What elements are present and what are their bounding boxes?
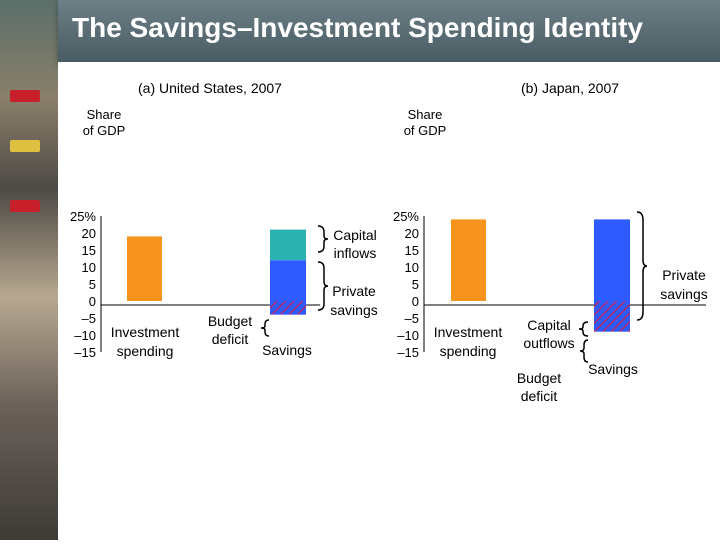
y-tick-label: 20 bbox=[82, 226, 96, 241]
y-tick-label: –5 bbox=[82, 311, 96, 326]
savings-investment-chart: (a) United States, 2007 Share of GDP 25%… bbox=[70, 80, 708, 404]
y-tick-label: 10 bbox=[82, 260, 96, 275]
panel-a-label-savings-1: savings bbox=[330, 302, 377, 318]
y-tick-label: 25% bbox=[393, 209, 419, 224]
y-tick-label: –5 bbox=[405, 311, 419, 326]
y-tick-label: 25% bbox=[70, 209, 96, 224]
bar-capital-inflows bbox=[270, 229, 306, 261]
y-tick-label: 0 bbox=[89, 294, 96, 309]
panel-b-label-private: Private bbox=[662, 267, 706, 283]
panel-a-label-savings: Savings bbox=[262, 342, 312, 358]
y-tick-label: 5 bbox=[89, 277, 96, 292]
panel-a-label-budget: Budget bbox=[208, 313, 252, 329]
panel-a-brace-budget-deficit bbox=[260, 319, 270, 337]
decorative-sign bbox=[10, 140, 40, 152]
panel-a-label-investment: Investment bbox=[111, 324, 180, 340]
panel-b-label-spending: spending bbox=[440, 343, 497, 359]
chart-area: (a) United States, 2007 Share of GDP 25%… bbox=[58, 62, 720, 540]
y-tick-label: 15 bbox=[82, 243, 96, 258]
background-photo-strip bbox=[0, 0, 58, 540]
y-tick-label: –10 bbox=[74, 328, 96, 343]
panel-b-label-outflows: outflows bbox=[523, 335, 574, 351]
bar-budget-deficit bbox=[270, 301, 306, 315]
y-tick-label: 10 bbox=[405, 260, 419, 275]
panel-b-ylabel-line1: Share bbox=[408, 107, 443, 122]
title-bar: The Savings–Investment Spending Identity bbox=[58, 0, 720, 62]
panel-b-y-ticks: 25% 20 15 10 5 0 –5 –10 –15 bbox=[393, 209, 419, 360]
bar-investment-spending bbox=[127, 236, 162, 301]
y-tick-label: 0 bbox=[412, 294, 419, 309]
panel-a-bars bbox=[127, 229, 306, 315]
panel-a-label-deficit: deficit bbox=[212, 331, 249, 347]
panel-a-label-spending: spending bbox=[117, 343, 174, 359]
panel-b-brace-budget-deficit bbox=[579, 339, 589, 363]
y-tick-label: 15 bbox=[405, 243, 419, 258]
panel-a-title: (a) United States, 2007 bbox=[138, 80, 282, 96]
bar-budget-deficit bbox=[594, 318, 630, 332]
panel-b-label-capital: Capital bbox=[527, 317, 571, 333]
panel-b-label-budget: Budget bbox=[517, 370, 561, 386]
y-tick-label: –15 bbox=[397, 345, 419, 360]
panel-b-label-deficit: deficit bbox=[521, 388, 558, 404]
panel-a-label-capital: Capital bbox=[333, 227, 377, 243]
bar-capital-outflows bbox=[594, 301, 630, 318]
panel-b-label-savings: Savings bbox=[588, 361, 638, 377]
panel-b-ylabel-line2: of GDP bbox=[404, 123, 447, 138]
y-tick-label: –10 bbox=[397, 328, 419, 343]
decorative-sign bbox=[10, 200, 40, 212]
panel-b-brace-private-savings bbox=[636, 211, 648, 321]
panel-b-brace-capital-outflows bbox=[578, 321, 589, 337]
decorative-sign bbox=[10, 90, 40, 102]
panel-a-label-inflows: inflows bbox=[334, 245, 377, 261]
bar-investment-spending bbox=[451, 219, 486, 301]
panel-b-label-investment: Investment bbox=[434, 324, 503, 340]
y-tick-label: 5 bbox=[412, 277, 419, 292]
panel-b-label-savings-1: savings bbox=[660, 286, 707, 302]
panel-b-title: (b) Japan, 2007 bbox=[521, 80, 619, 96]
panel-b-bars bbox=[451, 219, 630, 332]
panel-a-y-ticks: 25% 20 15 10 5 0 –5 –10 –15 bbox=[70, 209, 96, 360]
panel-a-label-private: Private bbox=[332, 283, 376, 299]
slide-title: The Savings–Investment Spending Identity bbox=[72, 12, 643, 43]
panel-a-ylabel-line1: Share bbox=[87, 107, 122, 122]
panel-a-brace-capital-inflows bbox=[317, 225, 329, 253]
panel-a-ylabel-line2: of GDP bbox=[83, 123, 126, 138]
panel-a-brace-private-savings bbox=[317, 261, 329, 311]
y-tick-label: 20 bbox=[405, 226, 419, 241]
y-tick-label: –15 bbox=[74, 345, 96, 360]
